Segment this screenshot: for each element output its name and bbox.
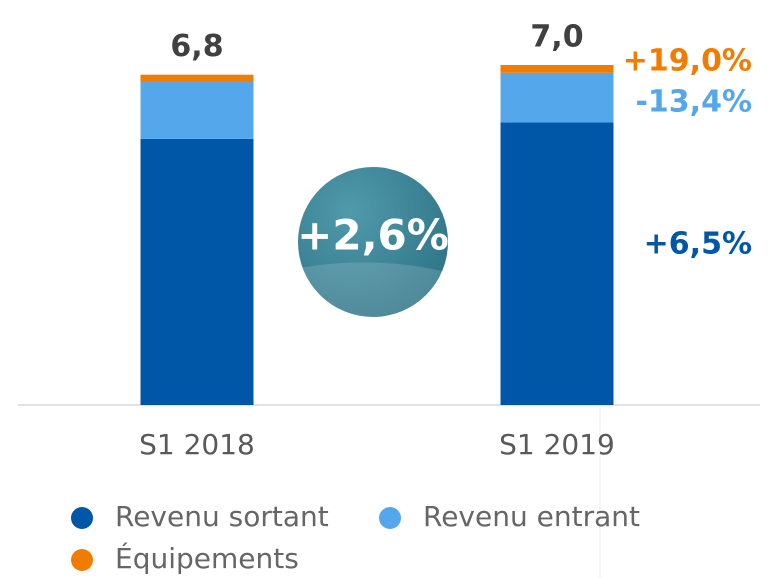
legend-label: Équipements <box>115 541 299 575</box>
change-label: -13,4% <box>635 85 752 120</box>
bar-segment <box>500 72 614 123</box>
legend-label: Revenu sortant <box>115 500 329 533</box>
legend-swatch <box>71 549 93 571</box>
bar-segment <box>140 138 254 406</box>
legend-swatch <box>379 507 401 529</box>
legend-swatch <box>71 507 93 529</box>
x-tick-label: S1 2018 <box>139 428 255 461</box>
total-label: 7,0 <box>530 20 583 55</box>
change-label: +6,5% <box>644 227 752 262</box>
bar-segment <box>500 122 614 406</box>
bar-segment <box>500 65 614 73</box>
bar-segment <box>140 74 254 82</box>
total-label: 6,8 <box>170 29 223 64</box>
bubble-shine <box>300 262 446 328</box>
bubble <box>298 167 448 317</box>
growth-label: +2,6% <box>297 211 449 260</box>
change-label: +19,0% <box>623 44 752 79</box>
bar-segment <box>140 81 254 139</box>
growth-bubble: +2,6% <box>297 167 449 328</box>
legend-label: Revenu entrant <box>423 500 640 533</box>
x-tick-label: S1 2019 <box>499 428 615 461</box>
